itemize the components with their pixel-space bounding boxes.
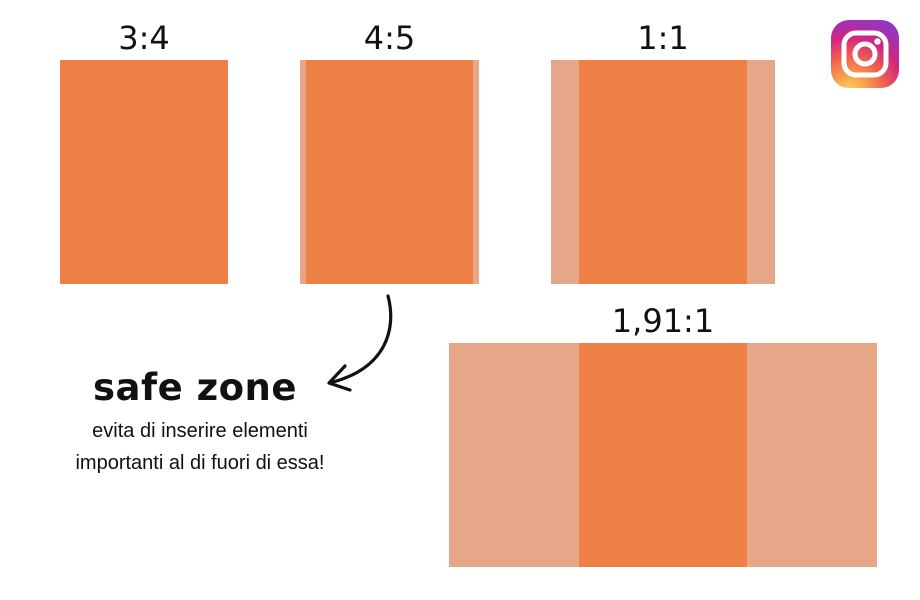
ratio-label-4-5: 4:5 — [363, 19, 416, 57]
instagram-icon — [831, 20, 899, 88]
format-1-91-1-frame — [449, 343, 877, 567]
safe-zone-title: safe zone — [93, 366, 297, 409]
safe-zone-description-line-1: evita di inserire elementi — [92, 420, 308, 442]
safe-zone-1-91-1 — [579, 343, 747, 567]
format-3-4-frame — [60, 60, 228, 284]
safe-zone-4-5 — [306, 60, 473, 284]
ratio-label-1-91-1: 1,91:1 — [611, 302, 715, 340]
safe-zone-3-4 — [60, 60, 228, 284]
safe-zone-description-line-2: importanti al di fuori di essa! — [75, 452, 325, 474]
format-4-5-frame — [300, 60, 479, 284]
ratio-label-1-1: 1:1 — [637, 19, 689, 57]
curved-arrow-icon — [327, 294, 393, 392]
ratio-label-3-4: 3:4 — [118, 19, 170, 57]
format-1-1-frame — [551, 60, 775, 284]
safe-zone-1-1 — [579, 60, 747, 284]
